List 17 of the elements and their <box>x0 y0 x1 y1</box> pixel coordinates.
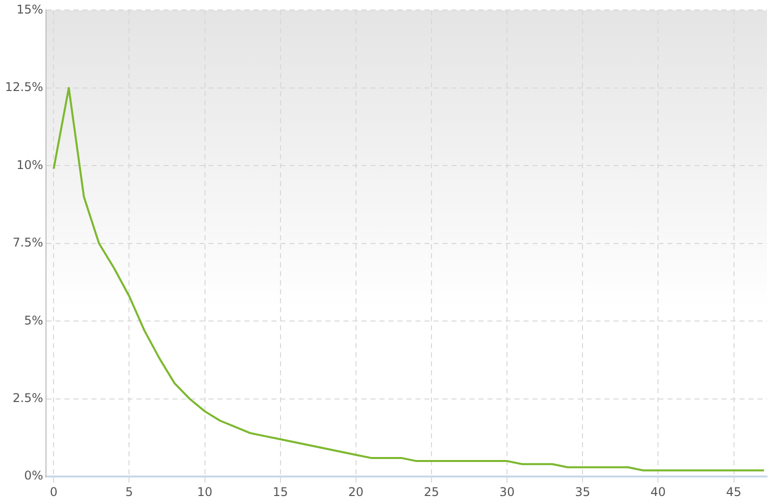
y-tick-label: 0% <box>24 468 44 483</box>
x-tick-label: 20 <box>348 484 364 499</box>
y-tick-label: 7.5% <box>12 236 44 250</box>
y-tick-label: 15% <box>16 2 44 16</box>
y-tick-label: 12.5% <box>4 80 44 94</box>
x-tick-label: 35 <box>574 484 590 499</box>
x-tick-label: 40 <box>650 484 666 499</box>
x-tick-label: 45 <box>726 484 742 499</box>
x-tick-label: 0 <box>50 484 58 499</box>
y-tick-label: 10% <box>16 158 44 172</box>
x-tick-label: 30 <box>499 484 515 499</box>
x-tick-label: 25 <box>424 484 440 499</box>
y-tick-label: 2.5% <box>12 390 44 405</box>
x-tick-label: 10 <box>197 484 212 499</box>
y-tick-label: 5% <box>24 313 44 328</box>
x-tick-label: 5 <box>125 484 134 499</box>
x-tick-label: 15 <box>272 484 288 499</box>
